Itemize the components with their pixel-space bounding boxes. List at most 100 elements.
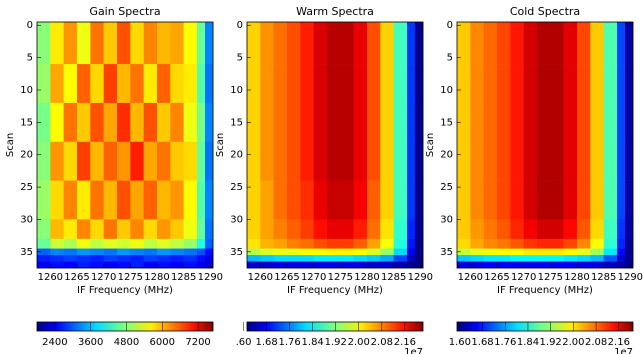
- heatmap-cells: [37, 22, 214, 269]
- heatmap-cell: [353, 102, 368, 143]
- heatmap-cell: [205, 64, 214, 104]
- heatmap-cell: [497, 64, 511, 104]
- heatmap-cell: [197, 180, 206, 220]
- x-axis-label: IF Frequency (MHz): [287, 285, 383, 296]
- heatmap-cell: [197, 22, 206, 65]
- heatmap-cell: [63, 261, 78, 269]
- heatmap-cell: [510, 261, 524, 269]
- x-tick-label: 1285: [171, 272, 196, 283]
- heatmap-cell: [117, 141, 131, 181]
- colorbar-tick-label: 2.00: [348, 337, 370, 348]
- heatmap-cell: [247, 248, 261, 256]
- heatmap-cell: [143, 261, 158, 269]
- colorbar-tick-label: 1.76: [494, 337, 516, 348]
- heatmap-cell: [617, 180, 626, 220]
- heatmap-cell: [183, 64, 198, 104]
- heatmap-cell: [577, 219, 591, 240]
- heatmap-cell: [170, 22, 184, 65]
- colorbar-tick-label: 1.92: [325, 337, 347, 348]
- heatmap-cell: [407, 255, 416, 262]
- heatmap-cell: [353, 22, 368, 65]
- heatmap-cell: [103, 219, 118, 240]
- heatmap-cell: [603, 64, 618, 104]
- heatmap-cell: [273, 238, 288, 249]
- heatmap-cell: [117, 219, 131, 240]
- x-tick-label: 1290: [618, 272, 643, 283]
- heatmap-cell: [457, 102, 471, 143]
- heatmap-cell: [117, 180, 131, 220]
- heatmap-cell: [353, 219, 368, 240]
- heatmap-cell: [157, 22, 171, 65]
- y-tick-label: 25: [230, 182, 243, 193]
- heatmap-cell: [117, 255, 131, 262]
- heatmap-cell: [590, 255, 604, 262]
- heatmap-cell: [353, 180, 368, 220]
- x-axis-label: IF Frequency (MHz): [77, 285, 173, 296]
- heatmap-cell: [603, 255, 618, 262]
- heatmap-cell: [380, 238, 394, 249]
- colorbar-tick-label: 1.92: [540, 337, 562, 348]
- heatmap-cell: [260, 180, 274, 220]
- chart-title: Warm Spectra: [296, 5, 374, 18]
- heatmap-cell: [590, 238, 604, 249]
- heatmap-cell: [550, 102, 564, 143]
- heatmap-cell: [130, 141, 144, 181]
- heatmap-cell: [380, 22, 394, 65]
- heatmap-cell: [313, 141, 328, 181]
- heatmap-cell: [143, 255, 158, 262]
- y-tick-label: 30: [230, 214, 243, 225]
- heatmap-cell: [260, 219, 274, 240]
- heatmap-cell: [457, 141, 471, 181]
- heatmap-cell: [407, 238, 416, 249]
- y-tick-label: 0: [237, 20, 243, 31]
- x-tick-label: 1270: [91, 272, 116, 283]
- heatmap-cell: [183, 261, 198, 269]
- colorbar-tick-label: 7200: [185, 337, 210, 348]
- heatmap-cell: [313, 22, 328, 65]
- heatmap-cell: [470, 238, 484, 249]
- heatmap-cell: [367, 180, 381, 220]
- heatmap-cell: [617, 102, 626, 143]
- heatmap-cell: [617, 22, 626, 65]
- heatmap-cell: [407, 64, 416, 104]
- heatmap-cell: [157, 248, 171, 256]
- heatmap-cell: [247, 238, 261, 249]
- heatmap-cell: [327, 248, 341, 256]
- y-tick-label: 20: [20, 150, 33, 161]
- heatmap-cell: [603, 102, 618, 143]
- heatmap-cell: [510, 248, 524, 256]
- heatmap-cell: [563, 238, 578, 249]
- heatmap-cell: [287, 64, 301, 104]
- heatmap-cell: [90, 64, 104, 104]
- heatmap-cell: [603, 261, 618, 269]
- heatmap-cell: [170, 180, 184, 220]
- y-tick-label: 20: [440, 150, 453, 161]
- heatmap-cell: [130, 238, 144, 249]
- heatmap-cell: [510, 255, 524, 262]
- heatmap-cell: [63, 102, 78, 143]
- heatmap-cell: [393, 141, 408, 181]
- heatmap-cell: [415, 238, 424, 249]
- heatmap-cell: [510, 238, 524, 249]
- heatmap-cell: [537, 102, 551, 143]
- heatmap-cell: [510, 141, 524, 181]
- heatmap-cell: [563, 255, 578, 262]
- heatmap-cell: [537, 64, 551, 104]
- heatmap-cell: [603, 219, 618, 240]
- heatmap-cell: [415, 180, 424, 220]
- heatmap-cell: [550, 22, 564, 65]
- heatmap-cell: [367, 248, 381, 256]
- heatmap-cell: [90, 102, 104, 143]
- heatmap-cell: [63, 248, 78, 256]
- heatmap-cell: [510, 102, 524, 143]
- heatmap-cell: [50, 180, 64, 220]
- heatmap-cell: [327, 102, 341, 143]
- heatmap-cell: [550, 219, 564, 240]
- heatmap-cell: [415, 22, 424, 65]
- heatmap-cell: [415, 261, 424, 269]
- heatmap-cell: [37, 180, 51, 220]
- heatmap-cell: [415, 102, 424, 143]
- heatmap-cell: [247, 219, 261, 240]
- heatmap-cell: [273, 141, 288, 181]
- x-tick-label: 1285: [591, 272, 616, 283]
